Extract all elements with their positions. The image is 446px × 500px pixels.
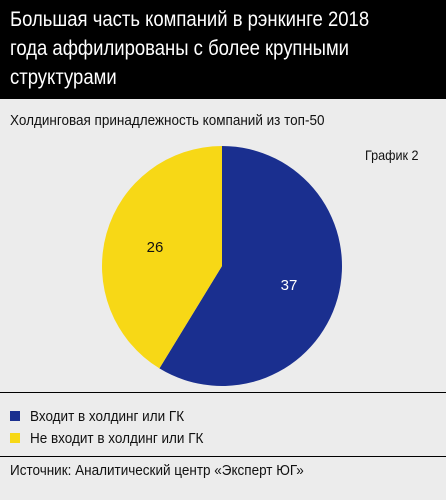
legend-label-in-holding: Входит в холдинг или ГК <box>30 407 185 425</box>
source-note: Источник: Аналитический центр «Эксперт Ю… <box>10 462 304 479</box>
divider-top <box>0 392 446 393</box>
pie-slice-label-1: 26 <box>147 239 164 256</box>
legend-label-not-in-holding: Не входит в холдинг или ГК <box>30 429 204 447</box>
header-title: Большая часть компаний в рэнкинге 2018 г… <box>10 7 370 89</box>
pie-chart: 37 26 <box>101 146 342 386</box>
legend-swatch-in-holding <box>10 411 20 421</box>
pie-slice-label-0: 37 <box>281 277 298 294</box>
legend-swatch-not-in-holding <box>10 433 20 443</box>
pie-slice-0 <box>159 146 342 386</box>
graph-number-label: График 2 <box>365 147 419 163</box>
legend-item-in-holding: Входит в холдинг или ГК <box>10 405 223 427</box>
divider-bottom <box>0 456 446 457</box>
pie-slice-labels: 37 26 <box>147 239 298 294</box>
header-banner: Большая часть компаний в рэнкинге 2018 г… <box>0 0 446 99</box>
chart-title: Холдинговая принадлежность компаний из т… <box>10 112 325 129</box>
legend: Входит в холдинг или ГК Не входит в холд… <box>10 405 223 449</box>
legend-item-not-in-holding: Не входит в холдинг или ГК <box>10 427 223 449</box>
pie-slice-1 <box>101 146 222 369</box>
pie-slices <box>101 146 342 386</box>
